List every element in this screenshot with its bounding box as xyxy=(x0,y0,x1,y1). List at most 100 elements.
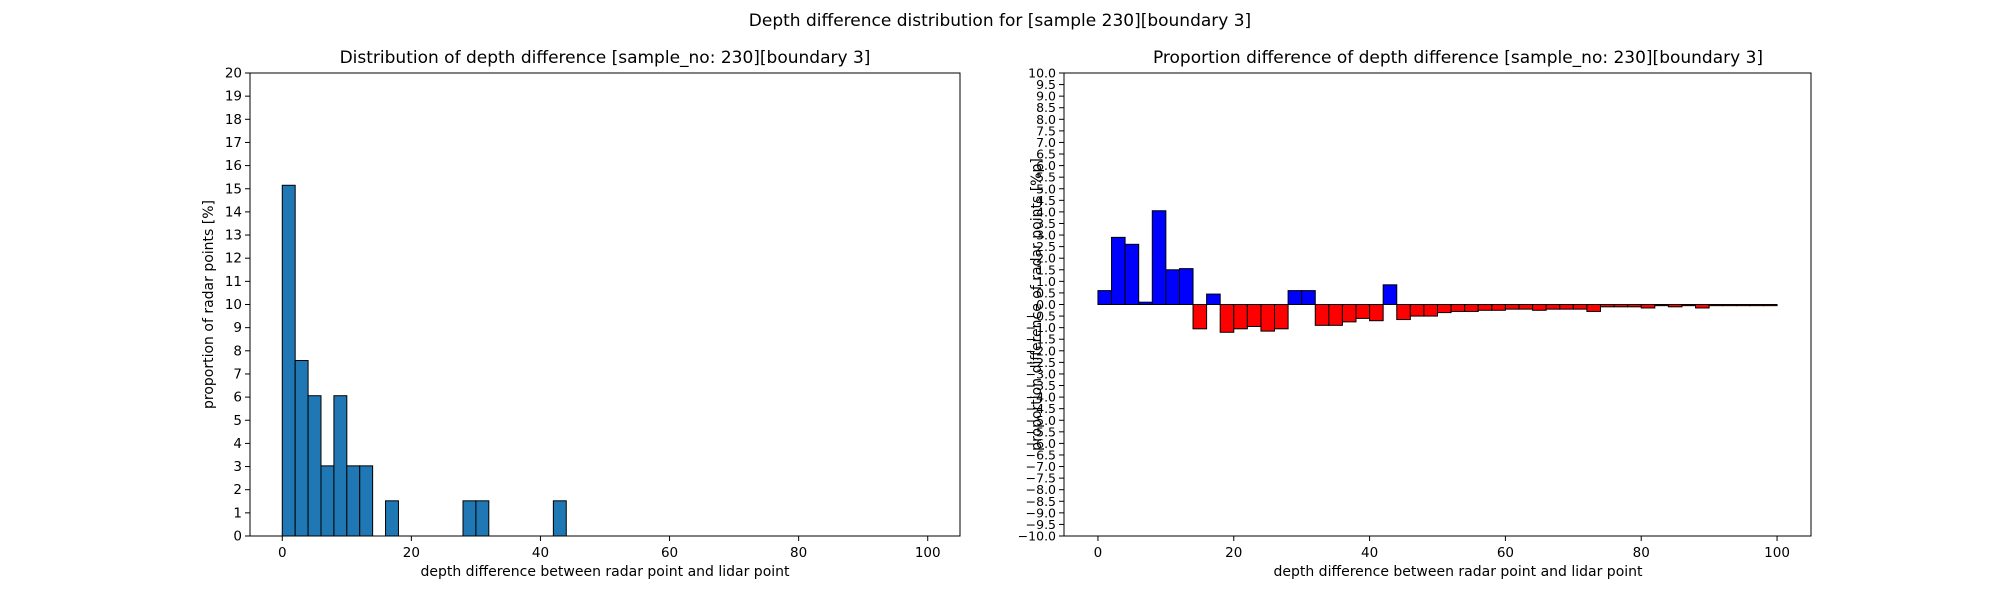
bar xyxy=(1097,290,1113,305)
y-tick-label: 5.0 xyxy=(1036,181,1056,196)
bar xyxy=(1260,304,1276,332)
difference-bars xyxy=(1097,210,1778,333)
y-tick-label: −7.5 xyxy=(1026,471,1056,486)
bar xyxy=(1341,304,1357,323)
y-tick-label: −6.5 xyxy=(1026,447,1056,462)
bar xyxy=(1654,304,1669,307)
bar xyxy=(1667,304,1683,308)
bar xyxy=(1450,304,1466,312)
bar xyxy=(1274,304,1289,330)
bar xyxy=(1518,304,1534,310)
difference-y-axis: −10.0−9.5−9.0−8.5−8.0−7.5−7.0−6.5−6.0−5.… xyxy=(1018,66,1064,544)
y-tick-label: −3.5 xyxy=(1026,378,1056,393)
y-tick-label: 7 xyxy=(233,366,242,382)
y-tick-label: −8.0 xyxy=(1026,482,1056,497)
y-tick-label: 8 xyxy=(233,343,242,359)
histogram-x-axis: 0 20 40 60 80 100 xyxy=(278,536,941,561)
bar xyxy=(1695,304,1710,309)
histogram-title: Distribution of depth difference [sample… xyxy=(340,48,871,68)
x-tick-label: 60 xyxy=(1497,545,1514,561)
bar xyxy=(385,500,399,537)
y-tick-label: 16 xyxy=(225,158,242,174)
bar xyxy=(1627,304,1642,308)
bar xyxy=(1111,236,1126,306)
y-tick-label: 0 xyxy=(233,529,242,545)
y-tick-label: 7.5 xyxy=(1036,123,1056,138)
bar xyxy=(1477,304,1493,311)
bar xyxy=(1409,304,1425,317)
y-tick-label: 4 xyxy=(233,436,242,452)
y-tick-label: 20 xyxy=(225,66,242,82)
bar xyxy=(1572,304,1588,310)
y-tick-label: 19 xyxy=(225,89,242,105)
bar xyxy=(1532,304,1547,311)
y-tick-label: 12 xyxy=(225,251,242,267)
y-tick-label: 10 xyxy=(225,297,242,313)
y-tick-label: −0.5 xyxy=(1026,309,1056,324)
bar xyxy=(1219,304,1235,333)
y-tick-label: 1.5 xyxy=(1036,262,1056,277)
y-tick-label: 6.5 xyxy=(1036,147,1056,162)
bar xyxy=(1722,304,1737,307)
bar xyxy=(1681,304,1697,307)
histogram-x-label: depth difference between radar point and… xyxy=(420,564,790,580)
y-tick-label: −9.0 xyxy=(1026,505,1056,520)
bar xyxy=(1314,304,1330,326)
y-tick-label: 13 xyxy=(225,228,242,244)
bar xyxy=(1762,304,1778,307)
x-tick-label: 100 xyxy=(915,545,941,561)
difference-y-label: proportion difference of radar points [%… xyxy=(1029,158,1045,451)
bar xyxy=(359,465,374,537)
y-tick-label: −2.5 xyxy=(1026,355,1056,370)
bar xyxy=(1640,304,1656,309)
y-tick-label: −5.5 xyxy=(1026,424,1056,439)
difference-axes-frame xyxy=(1063,72,1812,537)
y-tick-label: 11 xyxy=(225,274,242,290)
bar xyxy=(1599,304,1615,308)
bar xyxy=(1151,210,1167,305)
y-tick-label: 5.5 xyxy=(1036,170,1056,185)
histogram-axes-frame xyxy=(249,72,961,537)
y-tick-label: 2.0 xyxy=(1036,251,1056,266)
y-tick-label: −1.0 xyxy=(1026,320,1056,335)
difference-x-label: depth difference between radar point and… xyxy=(1273,564,1643,580)
bar xyxy=(1138,301,1153,305)
y-tick-label: 7.0 xyxy=(1036,135,1056,150)
y-tick-label: 9.0 xyxy=(1036,89,1056,104)
y-tick-label: −9.5 xyxy=(1026,517,1056,532)
bar xyxy=(294,360,309,537)
bar xyxy=(1749,304,1764,307)
y-tick-label: −8.5 xyxy=(1026,494,1056,509)
y-tick-label: 5 xyxy=(233,413,242,429)
y-tick-label: 4.5 xyxy=(1036,193,1056,208)
bar xyxy=(1613,304,1629,308)
bar xyxy=(1355,304,1371,319)
x-tick-label: 80 xyxy=(790,545,807,561)
y-tick-label: −7.0 xyxy=(1026,459,1056,474)
bar xyxy=(333,395,348,537)
bar xyxy=(1206,293,1221,305)
bar xyxy=(1437,304,1452,314)
bar xyxy=(1328,304,1343,326)
y-tick-label: 9.5 xyxy=(1036,77,1056,92)
bar xyxy=(1287,290,1303,305)
difference-x-axis: 0 20 40 60 80 100 xyxy=(1094,536,1790,561)
y-tick-label: 0.0 xyxy=(1036,297,1056,312)
bar xyxy=(552,500,567,537)
bar xyxy=(1559,304,1574,310)
y-tick-label: 4.0 xyxy=(1036,204,1056,219)
bar xyxy=(1246,304,1262,327)
y-tick-label: 10.0 xyxy=(1028,66,1056,81)
difference-title: Proportion difference of depth differenc… xyxy=(1153,48,1763,68)
y-tick-label: 6 xyxy=(233,390,242,406)
bar xyxy=(1192,304,1208,330)
y-tick-label: 18 xyxy=(225,112,242,128)
x-tick-label: 40 xyxy=(1361,545,1378,561)
bar xyxy=(1301,290,1316,305)
y-tick-label: −4.5 xyxy=(1026,401,1056,416)
y-tick-label: 2 xyxy=(233,482,242,498)
y-tick-label: 17 xyxy=(225,135,242,151)
histogram-bars xyxy=(281,184,567,537)
